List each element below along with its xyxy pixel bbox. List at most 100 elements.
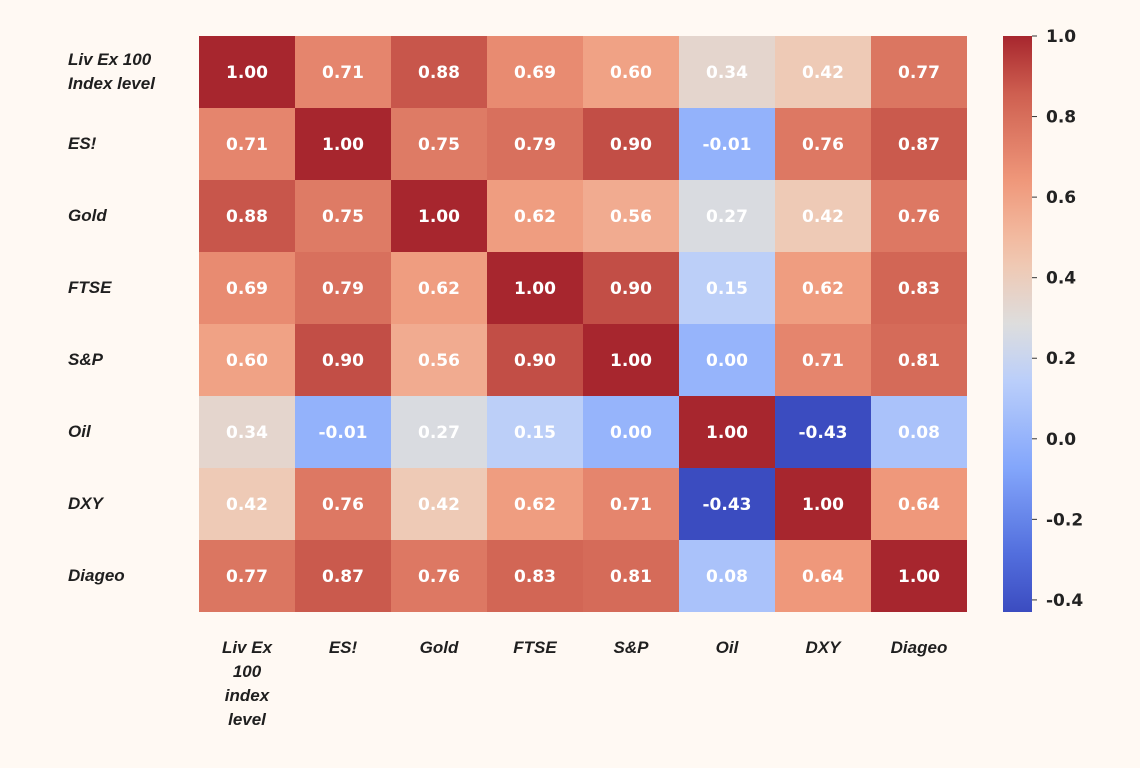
row-label-6-line-0: DXY [68, 494, 103, 513]
cell-value-label-r5-c1: -0.01 [319, 423, 368, 443]
heatmap-cell-r5-c5 [679, 396, 775, 468]
colorbar-tick-label-7: -0.4 [1046, 591, 1083, 611]
column-label-6: DXY [775, 636, 871, 660]
row-label-0-line-0: Liv Ex 100 [68, 50, 152, 69]
cell-value-label-r2-c2: 1.00 [418, 207, 460, 227]
heatmap-cell-r7-c4 [583, 540, 679, 612]
heatmap-cell-r0-c3 [487, 36, 583, 108]
cell-value-label-r2-c0: 0.88 [226, 207, 268, 227]
heatmap-cell-r0-c0 [199, 36, 295, 108]
cell-value-label-r3-c6: 0.62 [802, 279, 844, 299]
row-label-1: ES! [68, 108, 188, 180]
heatmap-cell-r7-c1 [295, 540, 391, 612]
cell-value-label-r2-c5: 0.27 [706, 207, 748, 227]
cell-value-label-r6-c1: 0.76 [322, 495, 364, 515]
heatmap-cell-r0-c5 [679, 36, 775, 108]
cell-value-label-r5-c6: -0.43 [799, 423, 848, 443]
heatmap-cell-r4-c5 [679, 324, 775, 396]
cell-value-label-r4-c5: 0.00 [706, 351, 748, 371]
colorbar-tick-label-0: 1.0 [1046, 27, 1076, 47]
heatmap-cell-r7-c5 [679, 540, 775, 612]
column-label-2: Gold [391, 636, 487, 660]
cell-value-label-r5-c4: 0.00 [610, 423, 652, 443]
heatmap-cell-r6-c1 [295, 468, 391, 540]
cell-value-label-r4-c1: 0.90 [322, 351, 364, 371]
heatmap-cell-r3-c4 [583, 252, 679, 324]
cell-value-label-r6-c3: 0.62 [514, 495, 556, 515]
cell-value-label-r5-c2: 0.27 [418, 423, 460, 443]
column-label-1: ES! [295, 636, 391, 660]
cell-value-label-r1-c5: -0.01 [703, 135, 752, 155]
cell-value-label-r6-c2: 0.42 [418, 495, 460, 515]
heatmap-cell-r6-c0 [199, 468, 295, 540]
cell-value-label-r4-c6: 0.71 [802, 351, 844, 371]
row-label-7-line-0: Diageo [68, 566, 125, 585]
cell-value-label-r0-c6: 0.42 [802, 63, 844, 83]
cell-value-label-r6-c4: 0.71 [610, 495, 652, 515]
row-label-5: Oil [68, 396, 188, 468]
heatmap-cell-r7-c3 [487, 540, 583, 612]
heatmap-cell-r5-c7 [871, 396, 967, 468]
heatmap-cell-r2-c4 [583, 180, 679, 252]
cell-value-label-r4-c4: 1.00 [610, 351, 652, 371]
cell-value-label-r3-c5: 0.15 [706, 279, 748, 299]
heatmap-cell-r3-c1 [295, 252, 391, 324]
row-label-2-line-0: Gold [68, 206, 107, 225]
heatmap-cell-r2-c5 [679, 180, 775, 252]
row-label-3-line-0: FTSE [68, 278, 112, 297]
cell-value-label-r1-c7: 0.87 [898, 135, 940, 155]
heatmap-cell-r2-c6 [775, 180, 871, 252]
column-label-5: Oil [679, 636, 775, 660]
cell-value-label-r2-c6: 0.42 [802, 207, 844, 227]
cell-value-label-r0-c3: 0.69 [514, 63, 556, 83]
heatmap-cell-r3-c7 [871, 252, 967, 324]
heatmap-cell-r4-c7 [871, 324, 967, 396]
heatmap-cell-r4-c6 [775, 324, 871, 396]
cell-value-label-r7-c7: 1.00 [898, 567, 940, 587]
cell-value-label-r3-c0: 0.69 [226, 279, 268, 299]
column-label-2-line-0: Gold [419, 638, 459, 657]
heatmap-cell-r5-c0 [199, 396, 295, 468]
heatmap-cell-r2-c2 [391, 180, 487, 252]
row-label-3: FTSE [68, 252, 188, 324]
cell-value-label-r7-c4: 0.81 [610, 567, 652, 587]
heatmap-cell-r0-c7 [871, 36, 967, 108]
cell-value-label-r5-c7: 0.08 [898, 423, 940, 443]
heatmap-cell-r1-c3 [487, 108, 583, 180]
heatmap-cell-r1-c2 [391, 108, 487, 180]
row-label-6: DXY [68, 468, 188, 540]
cell-value-label-r4-c2: 0.56 [418, 351, 460, 371]
colorbar-tick-label-1: 0.8 [1046, 108, 1076, 128]
column-label-3: FTSE [487, 636, 583, 660]
cell-value-label-r4-c0: 0.60 [226, 351, 268, 371]
cell-value-label-r1-c6: 0.76 [802, 135, 844, 155]
column-label-6-line-0: DXY [805, 638, 841, 657]
colorbar [1003, 36, 1032, 612]
column-label-1-line-0: ES! [328, 638, 358, 657]
cell-value-label-r6-c7: 0.64 [898, 495, 940, 515]
cell-value-label-r0-c4: 0.60 [610, 63, 652, 83]
column-label-0-line-3: level [228, 710, 266, 729]
heatmap-cell-r2-c1 [295, 180, 391, 252]
cell-value-label-r0-c1: 0.71 [322, 63, 364, 83]
column-label-5-line-0: Oil [715, 638, 739, 657]
cell-value-label-r3-c7: 0.83 [898, 279, 940, 299]
cell-value-label-r7-c3: 0.83 [514, 567, 556, 587]
row-label-4: S&P [68, 324, 188, 396]
row-label-4-line-0: S&P [68, 350, 103, 369]
cell-value-label-r4-c7: 0.81 [898, 351, 940, 371]
cell-value-label-r2-c4: 0.56 [610, 207, 652, 227]
heatmap-cell-r4-c1 [295, 324, 391, 396]
cell-value-label-r3-c4: 0.90 [610, 279, 652, 299]
cell-value-label-r2-c1: 0.75 [322, 207, 364, 227]
cell-value-label-r6-c0: 0.42 [226, 495, 268, 515]
heatmap-cell-r5-c1 [295, 396, 391, 468]
cell-value-label-r2-c7: 0.76 [898, 207, 940, 227]
cell-value-label-r0-c7: 0.77 [898, 63, 940, 83]
heatmap-cell-r6-c6 [775, 468, 871, 540]
heatmap-cell-r7-c0 [199, 540, 295, 612]
heatmap-cell-r5-c2 [391, 396, 487, 468]
column-label-3-line-0: FTSE [513, 638, 557, 657]
colorbar-tick-label-3: 0.4 [1046, 269, 1076, 289]
